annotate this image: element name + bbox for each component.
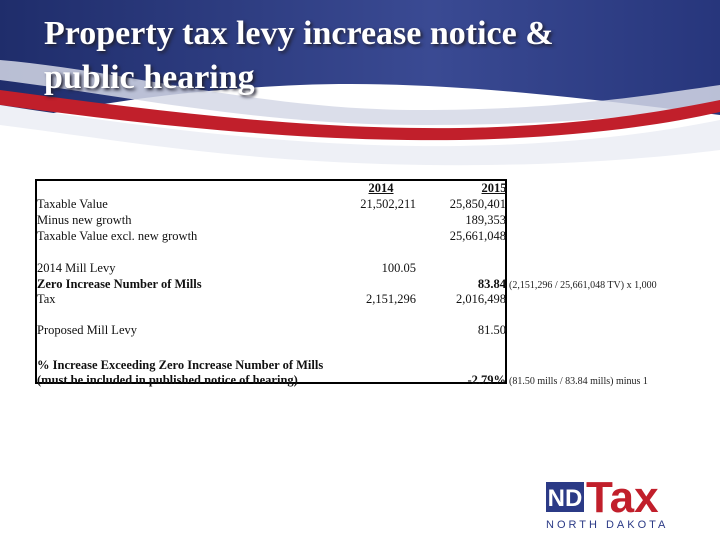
logo-abbr: ND <box>548 485 583 512</box>
cell-value: 100.05 <box>381 261 416 275</box>
row-label: (must be included in published notice of… <box>37 373 298 387</box>
column-header: 2014 <box>368 181 394 195</box>
row-label: Taxable Value <box>37 197 108 211</box>
cell-value: 189,353 <box>465 213 506 227</box>
cell-value: 83.84 <box>477 277 506 291</box>
cell-value: -2.79% <box>467 373 506 387</box>
row-label: Proposed Mill Levy <box>37 323 137 337</box>
logo: ND Tax NORTH DAKOTA <box>546 473 668 531</box>
swoosh-light <box>0 105 720 166</box>
cell-value: 25,661,048 <box>449 229 506 243</box>
cell-value: 21,502,211 <box>360 197 416 211</box>
row-label: Tax <box>37 292 56 306</box>
logo-box <box>546 482 584 512</box>
column-header: 2015 <box>481 181 507 195</box>
logo-state: NORTH DAKOTA <box>546 519 668 531</box>
row-label: % Increase Exceeding Zero Increase Numbe… <box>37 358 324 372</box>
logo-word: Tax <box>586 473 659 522</box>
row-label: Taxable Value excl. new growth <box>37 229 198 243</box>
red-swoosh <box>0 90 720 141</box>
slide-title: Property tax levy increase notice & publ… <box>44 15 554 96</box>
cell-value: 2,151,296 <box>366 292 416 306</box>
row-note: (2,151,296 / 25,661,048 TV) x 1,000 <box>509 280 657 291</box>
levy-table: 2014 2015 Taxable Value 21,502,211 25,850,40… <box>35 179 657 387</box>
row-label: 2014 Mill Levy <box>37 261 116 275</box>
row-note: (81.50 mills / 83.84 mills) minus 1 <box>509 376 648 387</box>
row-label: Minus new growth <box>37 213 132 227</box>
cell-value: 81.50 <box>477 323 506 337</box>
row-label: Zero Increase Number of Mills <box>37 277 202 291</box>
cell-value: 2,016,498 <box>456 292 506 306</box>
cell-value: 25,850,401 <box>449 197 506 211</box>
swoosh <box>0 60 720 125</box>
